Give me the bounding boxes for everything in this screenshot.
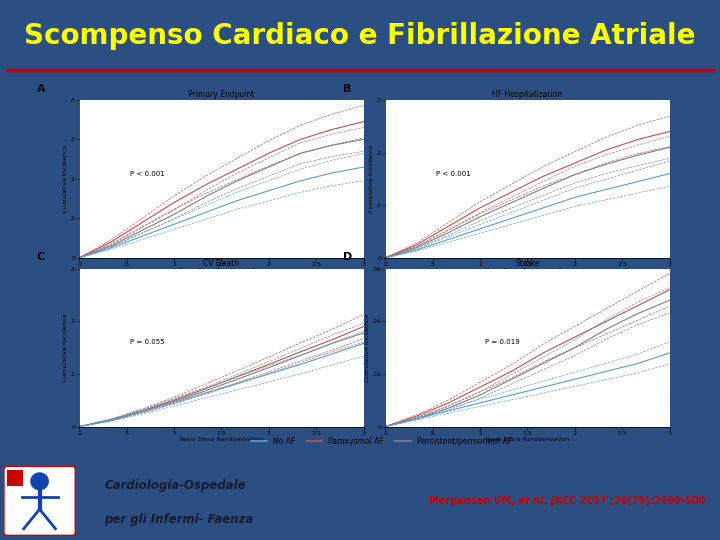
FancyBboxPatch shape bbox=[7, 470, 23, 485]
Title: CV Death: CV Death bbox=[203, 259, 240, 268]
Title: HF Hospitalization: HF Hospitalization bbox=[492, 90, 562, 99]
FancyBboxPatch shape bbox=[4, 466, 76, 536]
Text: D: D bbox=[343, 252, 352, 262]
Y-axis label: Cumulative Incidence: Cumulative Incidence bbox=[365, 313, 370, 382]
Text: P < 0.001: P < 0.001 bbox=[436, 171, 471, 177]
Text: per gli Infermi- Faenza: per gli Infermi- Faenza bbox=[104, 513, 253, 526]
Text: Scompenso Cardiaco e Fibrillazione Atriale: Scompenso Cardiaco e Fibrillazione Atria… bbox=[24, 22, 696, 50]
X-axis label: Years Since Randomization: Years Since Randomization bbox=[485, 268, 570, 273]
X-axis label: Years Since Randomization: Years Since Randomization bbox=[179, 437, 264, 442]
Title: Stroke: Stroke bbox=[515, 259, 540, 268]
Y-axis label: Cumulative Incidence: Cumulative Incidence bbox=[369, 145, 374, 213]
Text: P = 0.019: P = 0.019 bbox=[485, 340, 520, 346]
Text: A: A bbox=[37, 84, 45, 93]
Text: B: B bbox=[343, 84, 351, 93]
Text: Cardiologia-Ospedale: Cardiologia-Ospedale bbox=[104, 479, 246, 492]
Y-axis label: Cumulative Incidence: Cumulative Incidence bbox=[63, 313, 68, 382]
X-axis label: Years Since Randomization: Years Since Randomization bbox=[179, 268, 264, 273]
Text: C: C bbox=[37, 252, 45, 262]
Text: P < 0.001: P < 0.001 bbox=[130, 171, 165, 177]
X-axis label: Years Since Randomization: Years Since Randomization bbox=[485, 437, 570, 442]
Legend: No AF, Paroxysmal AF, Persistent/permanent AF: No AF, Paroxysmal AF, Persistent/permane… bbox=[248, 434, 515, 449]
Title: Primary Endpoint: Primary Endpoint bbox=[188, 90, 255, 99]
Y-axis label: Cumulative Incidence: Cumulative Incidence bbox=[63, 145, 68, 213]
Text: P = 0.055: P = 0.055 bbox=[130, 340, 165, 346]
Circle shape bbox=[31, 473, 48, 490]
Text: Morgensen UM, et Al. JACC 2017 ;20(70):2490-500: Morgensen UM, et Al. JACC 2017 ;20(70):2… bbox=[429, 496, 706, 506]
